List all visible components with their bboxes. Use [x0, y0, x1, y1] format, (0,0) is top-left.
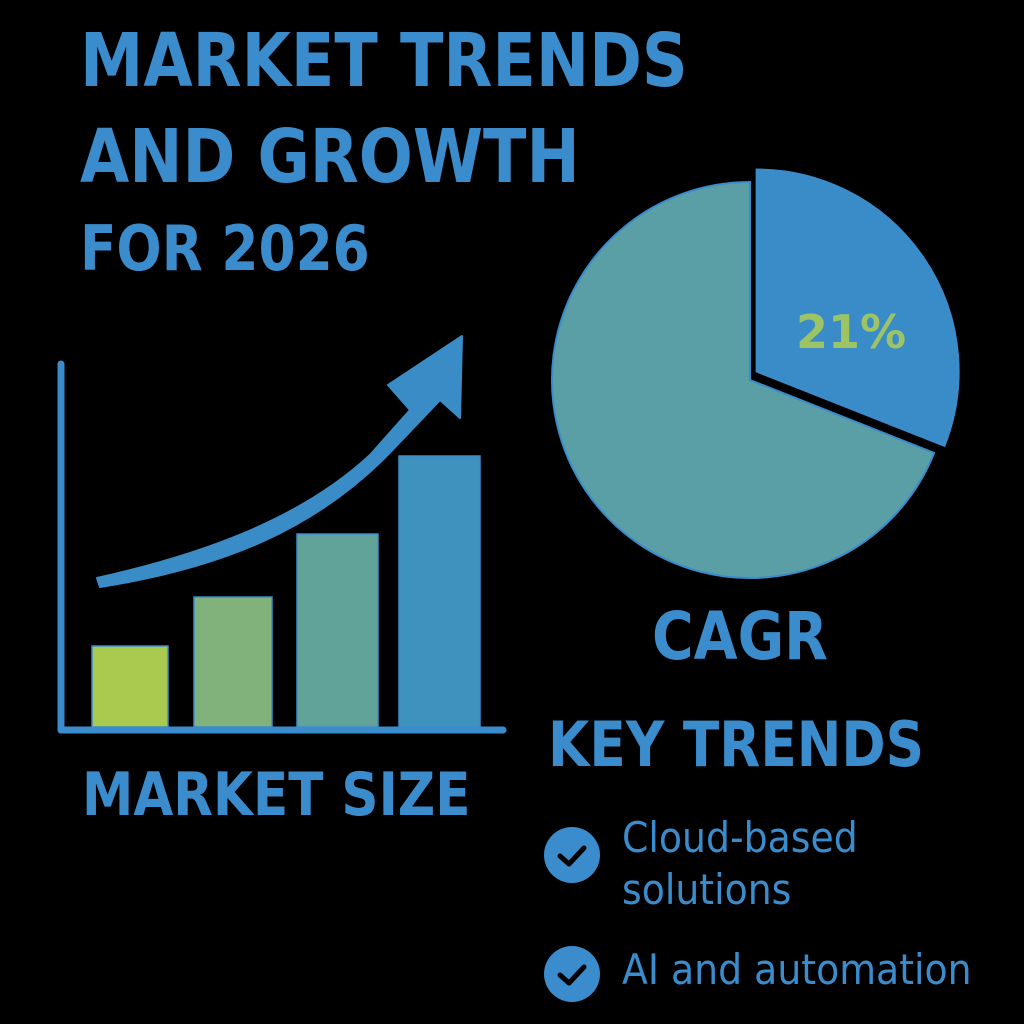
- title-line-2: AND GROWTH: [80, 114, 580, 200]
- bars-group: [91, 455, 481, 728]
- market-size-label: MARKET SIZE: [82, 760, 471, 830]
- pie-slice-highlight: [755, 168, 960, 448]
- bar-4: [398, 455, 481, 728]
- bar-chart: [57, 335, 507, 734]
- pie-chart: 21%: [551, 168, 960, 579]
- trend-item: AI and automation: [544, 944, 1010, 1002]
- bar-1: [91, 645, 169, 728]
- key-trends-heading: KEY TRENDS: [548, 708, 925, 781]
- bar-3: [296, 533, 379, 728]
- bar-2: [193, 596, 273, 728]
- check-circle-icon: [544, 827, 600, 883]
- title-line-3: FOR 2026: [80, 212, 370, 285]
- trend-item: Cloud-based solutions: [544, 812, 922, 916]
- trend-text: AI and automation: [622, 945, 972, 994]
- trend-text: Cloud-based solutions: [622, 813, 858, 914]
- cagr-label: CAGR: [652, 598, 828, 675]
- title-line-1: MARKET TRENDS: [80, 18, 688, 104]
- check-circle-icon: [544, 946, 600, 1002]
- pie-slice-main: [551, 180, 936, 579]
- pie-slice-label: 21%: [796, 305, 906, 359]
- trend-arrow-icon: [96, 335, 463, 588]
